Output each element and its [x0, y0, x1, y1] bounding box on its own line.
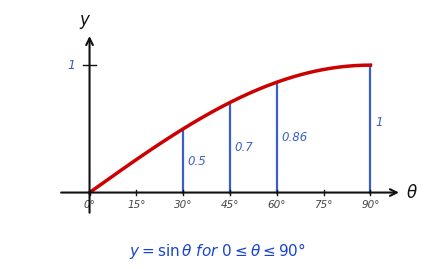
Text: 60°: 60°	[268, 200, 286, 210]
Text: 30°: 30°	[174, 200, 192, 210]
Text: 0.5: 0.5	[188, 155, 207, 168]
Text: 90°: 90°	[361, 200, 380, 210]
Text: 0°: 0°	[84, 200, 95, 210]
Text: 0.7: 0.7	[235, 141, 253, 154]
Text: 1: 1	[68, 59, 76, 72]
Text: 0.86: 0.86	[282, 131, 308, 144]
Text: $y = \sin\theta\ \mathregular{for}\ 0 \leq \theta \leq 90°$: $y = \sin\theta\ \mathregular{for}\ 0 \l…	[128, 241, 306, 261]
Text: 15°: 15°	[127, 200, 146, 210]
Text: $y$: $y$	[79, 13, 91, 31]
Text: 1: 1	[375, 116, 383, 129]
Text: $\theta$: $\theta$	[406, 183, 418, 201]
Text: 75°: 75°	[314, 200, 333, 210]
Text: 45°: 45°	[221, 200, 239, 210]
